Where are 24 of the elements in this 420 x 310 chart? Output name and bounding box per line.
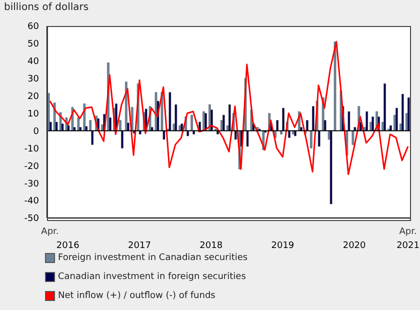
y-tick-label: -20 xyxy=(24,162,40,172)
x-tick-label: 2016 xyxy=(56,241,80,251)
y-tick-label: 30 xyxy=(28,74,40,85)
y-tick-label: -50 xyxy=(24,214,40,224)
text: Apr. xyxy=(41,227,59,237)
y-tick-label: 0 xyxy=(33,126,40,137)
y-tick-label: -30 xyxy=(24,179,40,190)
y-axis-title: billions of dollars xyxy=(4,2,89,13)
x-tick-label: 2017 xyxy=(128,241,151,251)
y-tick-label: 10 xyxy=(28,109,40,120)
text: Apr. xyxy=(399,227,417,237)
x-tick-label: 2021 xyxy=(396,241,420,251)
x-tick-label: 2020 xyxy=(342,241,366,251)
y-tick-label: 50 xyxy=(28,40,40,50)
legend-label: Net inflow (+) / outflow (-) of funds xyxy=(58,290,216,300)
y-tick-label: -40 xyxy=(24,196,40,207)
x-tick-label: 2018 xyxy=(200,241,223,251)
x-tick-label: 2019 xyxy=(271,241,294,251)
y-tick-label: -10 xyxy=(24,144,40,154)
legend-label: Foreign investment in Canadian securities xyxy=(58,252,248,262)
y-tick-label: 40 xyxy=(28,57,40,68)
y-tick-label: 20 xyxy=(28,92,40,102)
legend-label: Canadian investment in foreign securities xyxy=(58,272,246,282)
y-tick-label: 60 xyxy=(28,22,40,32)
